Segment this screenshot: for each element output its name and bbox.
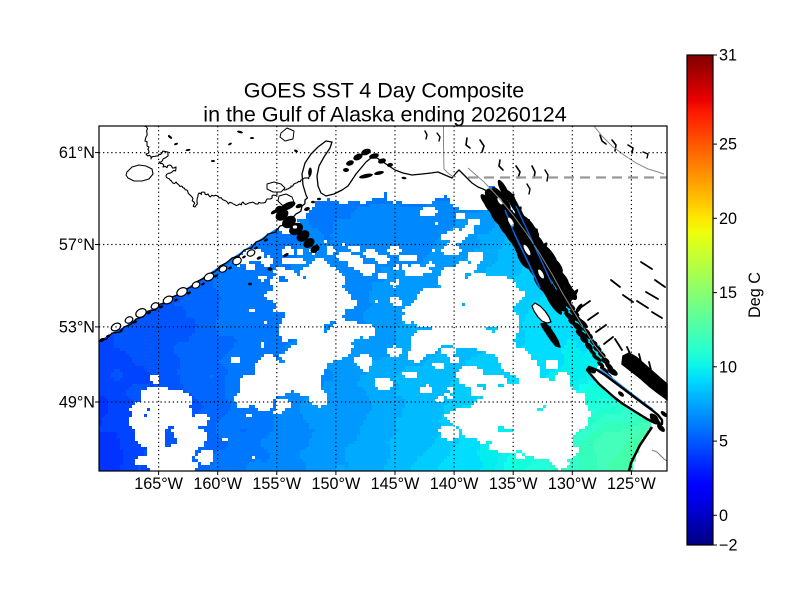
- svg-text:140°W: 140°W: [430, 475, 479, 493]
- svg-text:15: 15: [719, 284, 737, 302]
- svg-text:125°W: 125°W: [607, 475, 656, 493]
- svg-text:165°W: 165°W: [134, 475, 183, 493]
- svg-text:150°W: 150°W: [312, 475, 361, 493]
- svg-text:57°N: 57°N: [59, 236, 95, 254]
- svg-text:61°N: 61°N: [59, 144, 95, 162]
- svg-text:25: 25: [719, 136, 737, 154]
- svg-text:145°W: 145°W: [371, 475, 420, 493]
- svg-text:Deg C: Deg C: [746, 272, 764, 318]
- svg-text:49°N: 49°N: [59, 394, 95, 412]
- svg-text:31: 31: [719, 47, 737, 65]
- svg-text:130°W: 130°W: [548, 475, 597, 493]
- svg-text:10: 10: [719, 358, 737, 376]
- svg-text:in the Gulf of Alaska ending 2: in the Gulf of Alaska ending 20260124: [203, 103, 566, 127]
- svg-text:53°N: 53°N: [59, 319, 95, 337]
- svg-text:155°W: 155°W: [252, 475, 301, 493]
- svg-text:20: 20: [719, 210, 737, 228]
- svg-text:0: 0: [719, 507, 728, 525]
- svg-text:5: 5: [719, 433, 728, 451]
- svg-text:160°W: 160°W: [193, 475, 242, 493]
- svg-text:−2: −2: [719, 537, 737, 555]
- svg-text:135°W: 135°W: [489, 475, 538, 493]
- svg-text:GOES SST 4 Day Composite: GOES SST 4 Day Composite: [244, 79, 524, 103]
